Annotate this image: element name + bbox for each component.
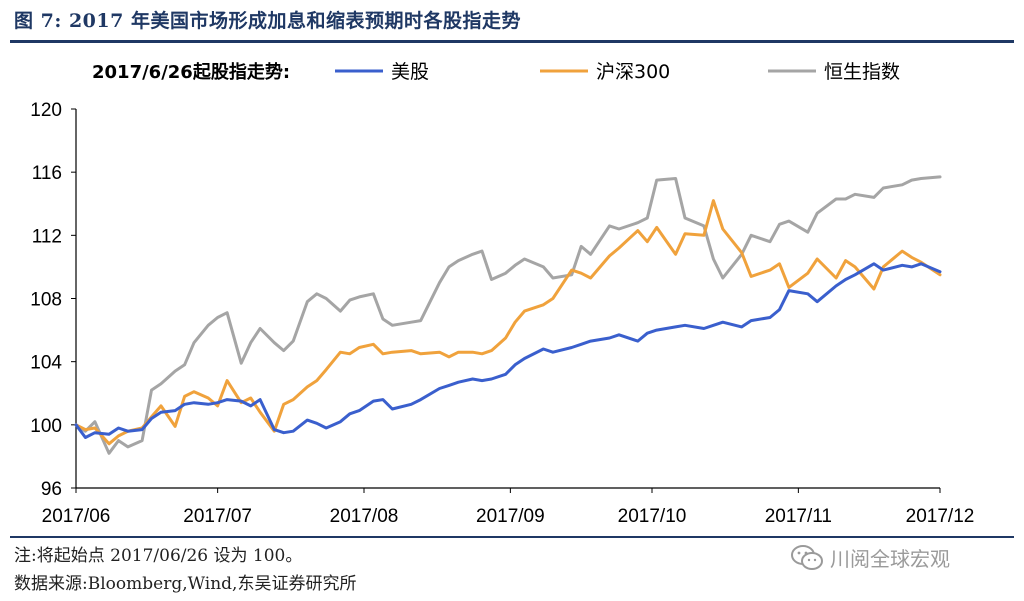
x-tick-label: 2017/08: [330, 506, 399, 527]
figure-note: 注:将起始点 2017/06/26 设为 100。: [14, 546, 303, 566]
x-tick-label: 2017/06: [42, 506, 111, 527]
y-tick-label: 104: [30, 353, 62, 374]
y-tick-label: 96: [41, 479, 62, 500]
x-tick-label: 2017/11: [765, 506, 832, 527]
figure-title: 图 7: 2017 年美国市场形成加息和缩表预期时各股指走势: [14, 10, 521, 32]
y-tick-label: 108: [30, 290, 62, 311]
legend-label: 恒生指数: [824, 61, 900, 83]
y-tick-label: 100: [30, 416, 62, 437]
series-line-沪深300: [74, 199, 942, 446]
y-tick-label: 116: [32, 163, 62, 184]
x-tick-label: 2017/10: [618, 506, 687, 527]
y-tick-label: 112: [32, 226, 62, 247]
x-tick-label: 2017/07: [183, 506, 252, 527]
y-tick-label: 120: [30, 100, 62, 121]
series-line-美股: [74, 262, 942, 439]
legend-label: 沪深300: [596, 61, 670, 83]
legend-label: 美股: [391, 61, 429, 83]
wechat-icon: [791, 544, 823, 570]
x-tick-label: 2017/12: [906, 506, 975, 527]
x-tick-label: 2017/09: [476, 506, 545, 527]
line-chart: 96 100 104 108 112 116 120 2017/06 2017/07 2017/0…: [30, 61, 975, 527]
title-divider: [10, 40, 1014, 43]
bottom-divider: [10, 536, 1014, 538]
watermark: 川阅全球宏观: [790, 543, 950, 572]
figure-source: 数据来源:Bloomberg,Wind,东吴证券研究所: [14, 574, 357, 594]
series-line-恒生指数: [74, 175, 942, 455]
watermark-text: 川阅全球宏观: [830, 547, 950, 571]
chart-title: 2017/6/26起股指走势:: [92, 61, 290, 83]
